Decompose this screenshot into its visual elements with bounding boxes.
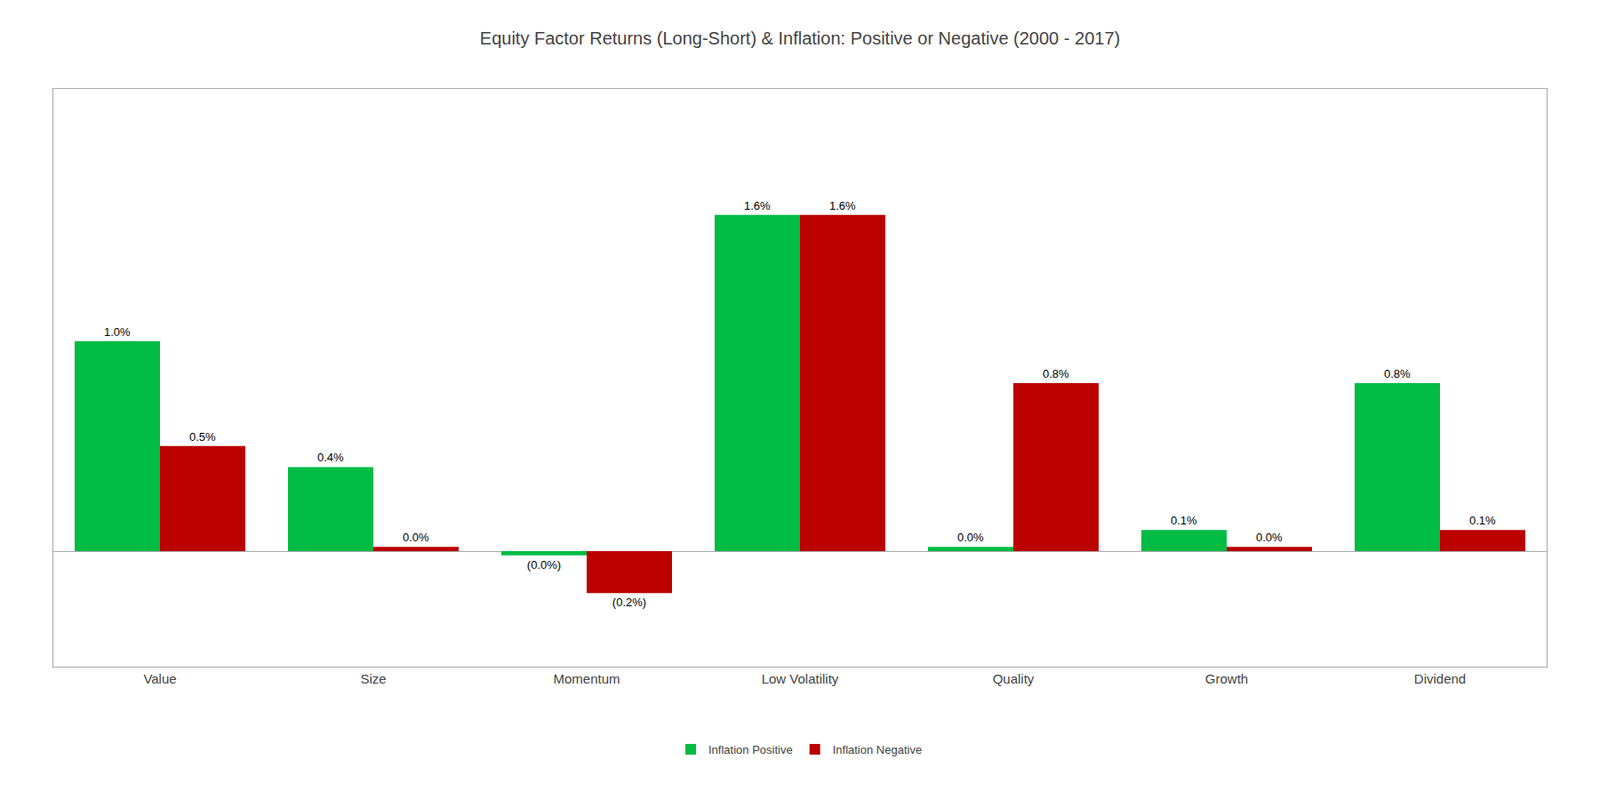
svg-text:(0.2%): (0.2%): [612, 595, 647, 609]
svg-text:0.0%: 0.0%: [1256, 530, 1283, 544]
svg-text:Dividend: Dividend: [1414, 671, 1466, 687]
svg-text:Quality: Quality: [992, 671, 1035, 687]
svg-text:0.5%: 0.5%: [189, 430, 216, 444]
svg-text:Momentum: Momentum: [552, 671, 620, 687]
svg-text:1.6%: 1.6%: [744, 199, 771, 213]
svg-text:(0.0%): (0.0%): [527, 558, 561, 572]
svg-text:0.1%: 0.1%: [1469, 513, 1496, 528]
svg-text:Size: Size: [360, 671, 386, 687]
svg-text:1.0%: 1.0%: [104, 325, 131, 339]
svg-text:0.0%: 0.0%: [402, 530, 430, 544]
svg-text:Growth: Growth: [1205, 671, 1248, 687]
svg-text:1.6%: 1.6%: [829, 199, 856, 213]
svg-text:Inflation Positive: Inflation Positive: [708, 743, 793, 757]
svg-text:Low Volatility: Low Volatility: [761, 671, 840, 687]
svg-text:0.8%: 0.8%: [1042, 367, 1070, 381]
svg-text:Equity Factor Returns (Long-Sh: Equity Factor Returns (Long-Short) & Inf…: [480, 28, 1120, 48]
svg-text:0.8%: 0.8%: [1384, 367, 1411, 381]
svg-text:0.4%: 0.4%: [317, 450, 344, 464]
svg-text:Inflation Negative: Inflation Negative: [832, 743, 922, 757]
svg-text:0.0%: 0.0%: [957, 530, 984, 544]
svg-text:Value: Value: [143, 671, 176, 687]
svg-text:0.1%: 0.1%: [1170, 513, 1198, 528]
